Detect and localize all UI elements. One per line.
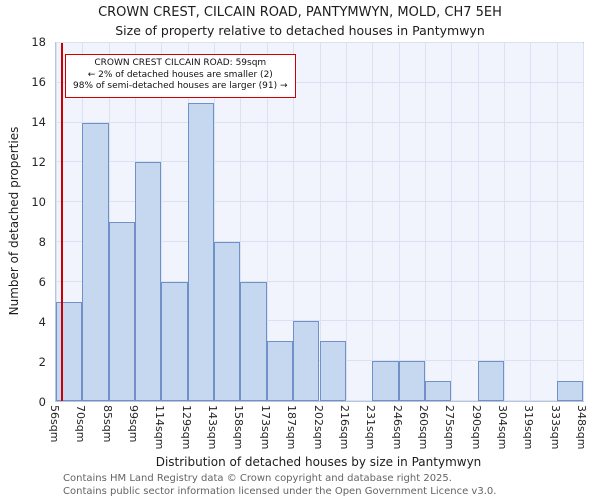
y-tick-label: 0 <box>38 395 46 409</box>
y-tick-label: 6 <box>38 274 46 289</box>
y-axis-ticks: 0 2 4 6 8 10 12 14 16 18 <box>0 36 55 409</box>
x-tick-label: 260sqm <box>416 405 430 450</box>
footer-line-1: Contains HM Land Registry data © Crown c… <box>63 473 452 484</box>
annotation-line-2: ← 2% of detached houses are smaller (2) <box>87 69 273 80</box>
attribution-footer: Contains HM Land Registry data © Crown c… <box>63 473 496 498</box>
vertical-gridline <box>293 43 295 401</box>
subject-property-marker-line <box>61 43 64 401</box>
histogram-bar <box>108 222 136 401</box>
y-tick-label: 16 <box>31 74 46 89</box>
y-tick-label: 12 <box>31 154 46 169</box>
histogram-bar <box>266 341 294 401</box>
x-tick-label: 158sqm <box>232 405 246 450</box>
histogram-bar <box>398 361 425 401</box>
histogram-bar <box>477 361 504 401</box>
histogram-bar <box>187 102 215 401</box>
x-tick-label: 143sqm <box>206 405 220 450</box>
x-tick-label: 216sqm <box>337 405 351 450</box>
y-tick-label: 8 <box>38 235 46 249</box>
footer-line-2: Contains public sector information licen… <box>63 485 497 497</box>
x-tick-label: 290sqm <box>469 405 483 450</box>
x-tick-label: 202sqm <box>311 405 325 450</box>
x-tick-label: 304sqm <box>495 405 509 450</box>
y-tick-label: 10 <box>31 194 46 209</box>
y-tick-label: 4 <box>38 315 46 329</box>
histogram-bar <box>319 341 346 401</box>
histogram-bar <box>161 281 188 401</box>
vertical-gridline <box>266 43 268 401</box>
marker-annotation-box: CROWN CREST CILCAIN ROAD: 59sqm ← 2% of … <box>65 54 296 99</box>
histogram-bar <box>135 162 162 401</box>
x-tick-label: 85sqm <box>100 405 114 443</box>
vertical-gridline <box>451 43 453 401</box>
y-tick-label: 2 <box>38 354 46 369</box>
x-tick-label: 56sqm <box>48 405 61 443</box>
histogram-bar <box>424 381 452 401</box>
histogram-bar <box>214 241 241 401</box>
chart-subtitle: Size of property relative to detached ho… <box>115 23 485 38</box>
x-tick-label: 333sqm <box>548 405 562 450</box>
histogram-bar <box>56 301 83 401</box>
x-axis-ticks: 56sqm 70sqm 85sqm 99sqm 114sqm 129sqm 143sqm 15… <box>48 403 588 455</box>
plot-area: CROWN CREST CILCAIN ROAD: 59sqm ← 2% of … <box>55 42 584 402</box>
annotation-line-3: 98% of semi-detached houses are larger (… <box>73 81 288 92</box>
x-tick-label: 187sqm <box>285 405 299 450</box>
x-tick-label: 70sqm <box>74 405 88 443</box>
chart-title: CROWN CREST, CILCAIN ROAD, PANTYMWYN, MO… <box>98 5 502 20</box>
vertical-gridline <box>161 43 163 401</box>
vertical-gridline <box>345 43 347 401</box>
histogram-bar <box>556 381 583 401</box>
x-tick-label: 246sqm <box>390 405 404 450</box>
vertical-gridline <box>214 43 216 401</box>
y-tick-label: 14 <box>31 114 46 129</box>
x-tick-label: 231sqm <box>364 405 378 450</box>
vertical-gridline <box>477 43 479 401</box>
x-tick-label: 129sqm <box>179 405 193 450</box>
histogram-bar <box>240 281 267 401</box>
horizontal-gridline <box>56 42 583 43</box>
histogram-bar <box>293 321 320 401</box>
x-tick-label: 99sqm <box>127 405 141 443</box>
x-tick-label: 275sqm <box>443 405 457 450</box>
x-axis-label: Distribution of detached houses by size … <box>155 455 482 469</box>
vertical-gridline <box>398 43 400 401</box>
vertical-gridline <box>240 43 242 401</box>
histogram-bar <box>82 122 109 401</box>
x-tick-label: 319sqm <box>522 405 536 450</box>
annotation-line-1: CROWN CREST CILCAIN ROAD: 59sqm <box>94 58 267 68</box>
vertical-gridline <box>319 43 321 401</box>
vertical-gridline <box>530 43 532 401</box>
x-tick-label: 348sqm <box>575 405 588 450</box>
vertical-gridline <box>556 43 558 401</box>
x-tick-label: 114sqm <box>153 405 167 450</box>
vertical-gridline <box>372 43 374 401</box>
vertical-gridline <box>424 43 426 401</box>
x-tick-label: 173sqm <box>258 405 272 450</box>
vertical-gridline <box>583 43 584 401</box>
vertical-gridline <box>56 43 57 401</box>
histogram-bar <box>372 361 399 401</box>
vertical-gridline <box>503 43 505 401</box>
y-tick-label: 18 <box>31 35 46 49</box>
